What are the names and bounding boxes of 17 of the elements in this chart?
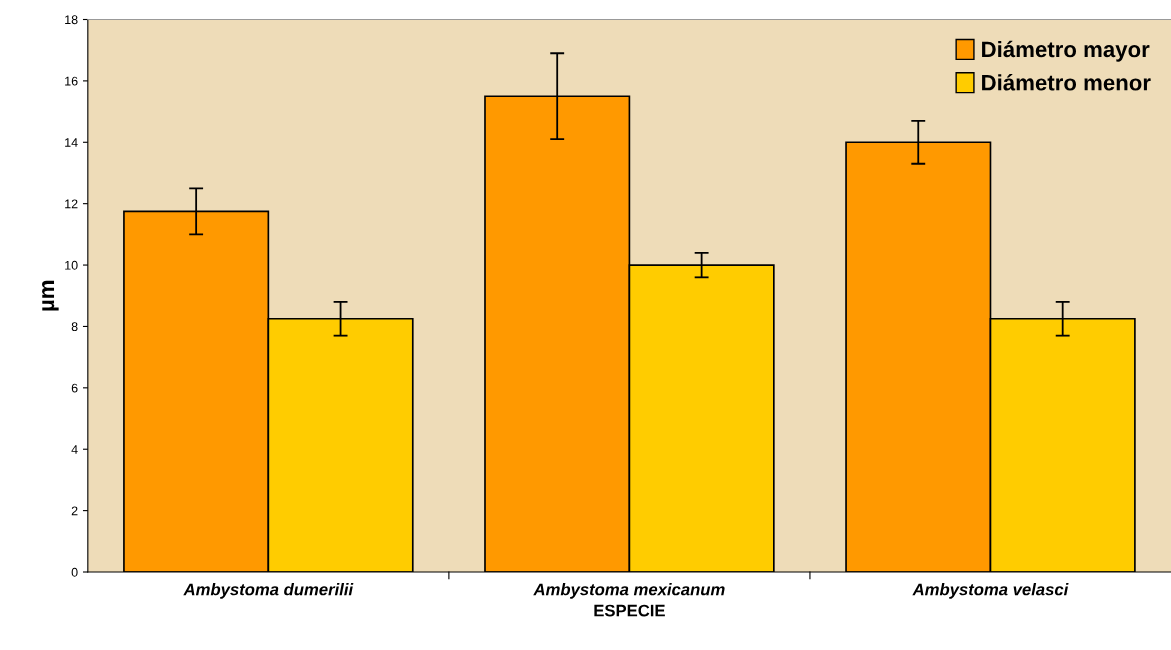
y-tick-label: 16 (65, 76, 78, 86)
y-tick-label: 14 (65, 138, 78, 147)
y-tick-label: 4 (71, 445, 78, 454)
y-tick-label: 0 (71, 567, 78, 577)
x-tick-label: Ambystoma mexicanum (533, 583, 725, 599)
legend-label: Diámetro mayor (982, 40, 1150, 62)
y-tick-label: 6 (71, 383, 78, 393)
y-tick-label: 2 (71, 506, 78, 516)
y-axis-title: µm (42, 280, 59, 311)
y-tick-label: 18 (65, 15, 78, 25)
y-tick-label: 12 (65, 199, 78, 209)
y-tick-label: 8 (71, 322, 78, 332)
x-tick-label: Ambystoma velasci (912, 583, 1069, 599)
x-axis-title: ESPECIE (594, 604, 665, 617)
legend-label: Diámetro menor (982, 74, 1151, 91)
x-tick-label: Ambystoma dumerilii (183, 583, 354, 599)
y-tick-label: 10 (65, 260, 78, 270)
